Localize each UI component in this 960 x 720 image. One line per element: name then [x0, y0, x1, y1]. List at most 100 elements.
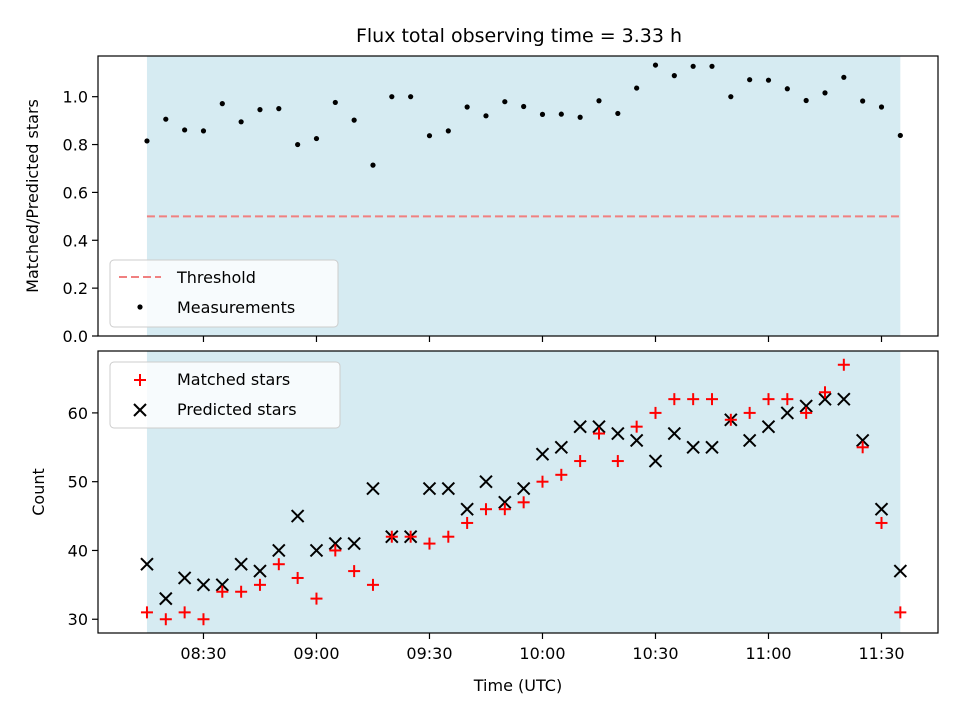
predicted-marker-b [498, 495, 512, 510]
measurement-point [200, 128, 207, 134]
ratio-y-tick-label: 0.4 [63, 231, 88, 250]
predicted-point [272, 543, 286, 558]
predicted-marker-b [253, 564, 267, 578]
matched-point [498, 503, 511, 516]
measurement-point [728, 94, 734, 100]
predicted-point [837, 392, 851, 406]
x-tick-label: 10:00 [519, 644, 565, 663]
predicted-point [573, 419, 587, 434]
predicted-point [742, 433, 757, 448]
matched-point [705, 393, 718, 406]
measurement-point [182, 127, 188, 133]
measurement-point [709, 63, 715, 69]
matched-point [592, 427, 605, 440]
predicted-marker-b [874, 502, 889, 516]
matched-point [329, 544, 342, 557]
legend-matched-marker [134, 374, 146, 386]
predicted-point [648, 454, 663, 468]
measurement-point [634, 85, 640, 91]
predicted-marker-b [422, 481, 437, 496]
matched-point [291, 571, 304, 584]
ratio-panel: 0.0 0.2 0.4 0.6 0.8 1.0 Matched/Predicted sta… [23, 55, 939, 346]
predicted-marker-b [742, 433, 757, 448]
predicted-marker-b [133, 403, 147, 417]
predicted-marker-b [554, 440, 569, 454]
legend-measurements-label: Measurements [177, 298, 295, 317]
predicted-point [253, 564, 267, 578]
measurement-point [878, 104, 885, 110]
predicted-point [874, 502, 889, 516]
predicted-marker-b [328, 536, 343, 551]
matched-point [668, 393, 681, 406]
ratio-legend: Threshold Measurements [109, 259, 339, 328]
predicted-point [159, 591, 173, 606]
matched-point [348, 565, 361, 578]
predicted-point [818, 392, 832, 406]
x-axis-label: Time (UTC) [473, 676, 562, 695]
predicted-point [780, 406, 795, 420]
predicted-marker-b [592, 419, 606, 434]
predicted-point [498, 495, 512, 510]
measurement-point [408, 94, 414, 100]
predicted-point [554, 440, 569, 454]
x-tick-label: 09:30 [406, 644, 452, 663]
measurement-point [652, 62, 659, 68]
measurement-point [747, 77, 753, 83]
ratio-legend-box [109, 259, 339, 328]
measurement-point [596, 98, 602, 104]
predicted-point [460, 502, 474, 516]
predicted-point [516, 481, 531, 496]
predicted-marker-b [272, 543, 286, 558]
count-y-tick-label: 30 [68, 610, 88, 629]
x-tick-label: 09:00 [293, 644, 339, 663]
count-y-tick-label: 40 [68, 541, 88, 560]
measurement-point [219, 101, 225, 107]
measurement-point [671, 73, 677, 79]
measurement-point [144, 138, 150, 144]
predicted-marker-b [441, 481, 456, 496]
predicted-marker-b [159, 591, 173, 606]
predicted-marker-b [290, 509, 305, 523]
matched-point [385, 530, 398, 543]
measurement-point [521, 103, 527, 110]
measurement-point [558, 111, 564, 117]
legend-measurements-swatch [137, 304, 143, 310]
count-panel-frame [97, 350, 939, 634]
predicted-marker-b [234, 557, 248, 571]
x-tick-label: 11:00 [745, 644, 791, 663]
measurement-point [370, 162, 376, 168]
predicted-point [799, 399, 813, 413]
predicted-marker-b [347, 536, 361, 551]
measurement-point [897, 132, 903, 139]
measurement-point [163, 116, 169, 122]
predicted-marker-b [215, 578, 230, 592]
x-tick-label: 11:30 [858, 644, 904, 663]
matched-point [423, 537, 436, 550]
predicted-point [611, 426, 625, 441]
matched-point [235, 585, 248, 598]
predicted-point [893, 564, 908, 578]
matched-point [555, 468, 568, 481]
predicted-point [422, 481, 437, 496]
count-panel: 30 40 50 60 08:30 09:00 09:30 10:00 10:30 11:00 1… [29, 350, 939, 695]
measurement-point [690, 63, 696, 69]
matched-point [630, 420, 643, 433]
measurement-point [445, 128, 451, 134]
matched-point [159, 613, 172, 626]
measurement-point [295, 141, 301, 148]
count-y-tick-label: 50 [68, 473, 88, 492]
legend-matched-label: Matched stars [177, 370, 290, 389]
ratio-y-tick-label: 0.2 [63, 279, 88, 298]
predicted-point [667, 426, 682, 441]
predicted-marker-b [573, 419, 587, 434]
predicted-point [479, 474, 493, 489]
predicted-point [328, 536, 343, 551]
predicted-marker-b [818, 392, 832, 406]
matched-point [517, 496, 530, 509]
predicted-marker-b [686, 440, 700, 454]
measurement-point [784, 86, 790, 92]
predicted-marker-b [196, 578, 211, 592]
measurement-point [615, 110, 621, 117]
matched-point [197, 613, 210, 626]
